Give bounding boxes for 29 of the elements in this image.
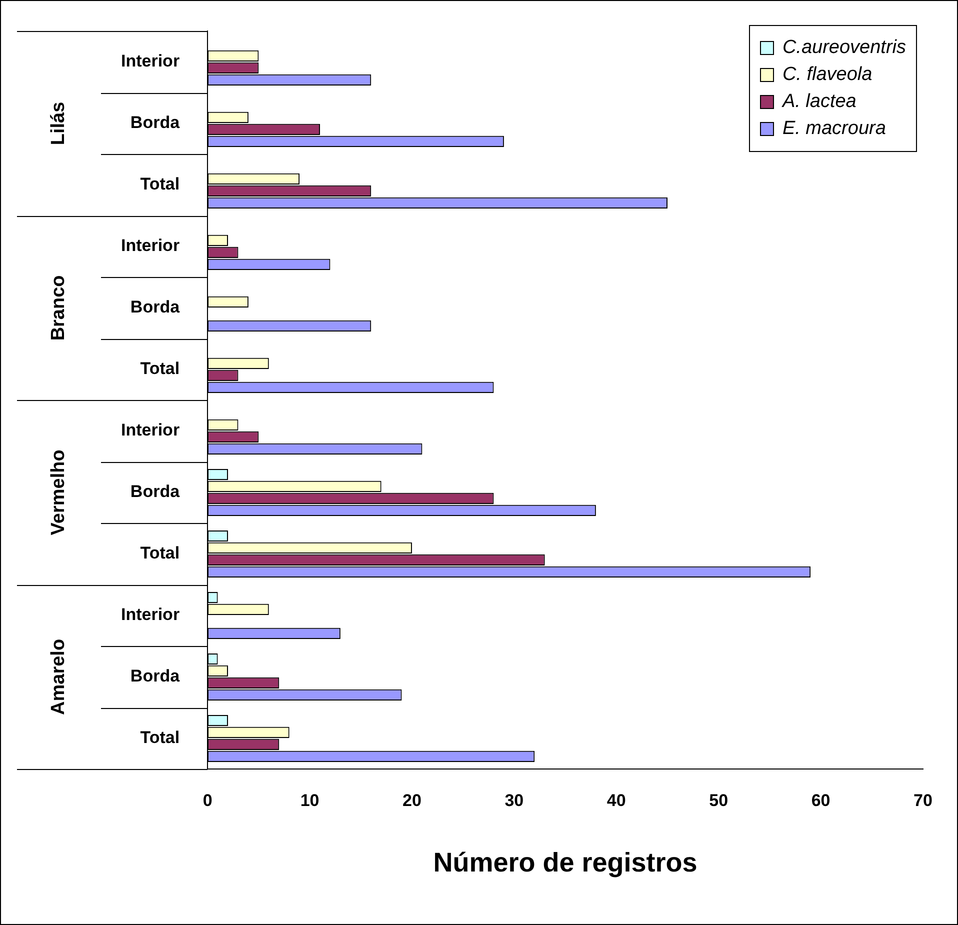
y-tick-label: Borda <box>130 113 180 132</box>
legend-label: C.aureoventris <box>782 37 906 59</box>
y-tick-label: Borda <box>130 298 180 317</box>
y-tick-label: Interior <box>121 420 180 440</box>
text: Vermelho <box>48 450 70 536</box>
y-tick-label: Total <box>140 544 180 563</box>
x-tick-label: 10 <box>300 791 320 810</box>
y-tick-label: Interior <box>121 52 180 71</box>
y-tick-label: Borda <box>130 482 180 502</box>
x-tick-label: 30 <box>504 791 524 810</box>
text: Branco <box>48 275 70 341</box>
x-tick-label: 40 <box>606 791 626 810</box>
legend-label: E. macroura <box>782 118 886 140</box>
x-tick-label: 50 <box>709 791 728 810</box>
x-tick-label: 60 <box>811 791 830 810</box>
x-tick-label: 70 <box>914 791 932 810</box>
y-tick-label: Total <box>140 174 180 194</box>
y-tick-label: Total <box>140 728 180 748</box>
x-tick-label: 0 <box>202 791 212 810</box>
text: Amarelo <box>48 638 70 715</box>
legend-label: A. lactea <box>782 91 856 113</box>
x-tick-label: 20 <box>402 791 422 810</box>
y-tick-label: Borda <box>130 666 180 686</box>
legend-label: C. flaveola <box>782 64 872 86</box>
y-tick-label: Interior <box>121 605 180 624</box>
y-tick-label: Total <box>140 359 180 378</box>
y-tick-label: Interior <box>121 236 180 256</box>
text: Lilás <box>48 102 70 146</box>
x-axis-title: Número de registros <box>433 847 698 878</box>
